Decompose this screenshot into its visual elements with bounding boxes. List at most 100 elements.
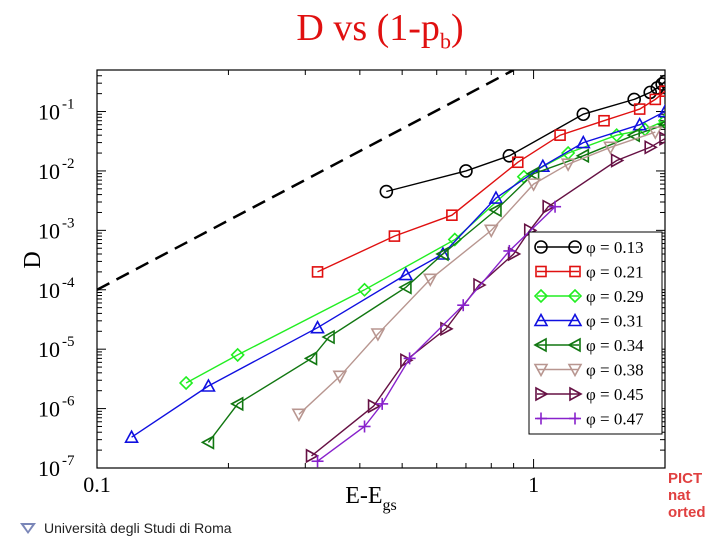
data-point	[567, 288, 583, 304]
y-axis-label: D	[20, 251, 46, 268]
data-point	[321, 329, 335, 345]
data-point	[398, 266, 414, 281]
data-point	[658, 74, 665, 89]
series-5	[291, 126, 663, 423]
series-line	[311, 137, 665, 457]
y-tick-exponent: -3	[62, 215, 75, 231]
data-point	[644, 139, 658, 155]
footer-institution: Università degli Studi di Roma	[44, 520, 232, 536]
side-note-line: orted	[668, 504, 706, 521]
y-tick-exponent: -1	[62, 97, 75, 113]
y-tick-label: 10	[38, 218, 60, 243]
data-point	[503, 244, 516, 257]
legend-label: φ = 0.21	[586, 263, 644, 282]
data-point	[535, 158, 551, 173]
title-subscript: b	[439, 28, 451, 54]
legend-item: φ = 0.21	[535, 263, 644, 282]
y-tick-label: 10	[38, 278, 60, 303]
y-tick-label: 10	[38, 456, 60, 481]
data-point	[533, 288, 549, 304]
data-point	[488, 190, 504, 204]
legend-label: φ = 0.47	[586, 410, 644, 429]
data-point	[388, 230, 401, 242]
data-point	[575, 134, 591, 149]
series-0	[379, 74, 665, 199]
data-point	[659, 85, 665, 97]
data-point	[473, 277, 487, 293]
data-point	[310, 320, 325, 334]
data-point	[659, 131, 665, 146]
data-point	[311, 455, 324, 468]
legend-item: φ = 0.45	[535, 385, 644, 404]
data-point	[657, 103, 665, 118]
data-point	[576, 107, 591, 122]
data-layer	[97, 70, 665, 468]
legend-box	[528, 231, 663, 435]
plot-frame	[96, 69, 666, 469]
side-note: PICT nat orted	[668, 470, 720, 521]
data-point	[567, 312, 583, 327]
data-point	[488, 202, 502, 218]
y-tick-exponent: -6	[62, 394, 75, 410]
data-point	[502, 148, 517, 163]
y-tick-label: 10	[38, 100, 60, 125]
x-tick-label: 1	[528, 472, 539, 497]
data-point	[435, 246, 451, 260]
data-point	[483, 224, 499, 239]
data-point	[357, 282, 372, 297]
data-point	[124, 429, 139, 443]
data-point	[534, 240, 548, 254]
legend-label: φ = 0.38	[586, 361, 644, 380]
data-point	[311, 266, 324, 278]
reference-line	[97, 70, 515, 291]
data-point	[535, 412, 547, 425]
legend-label: φ = 0.29	[586, 287, 644, 306]
y-tick-label: 10	[38, 397, 60, 422]
data-point	[647, 126, 663, 140]
legend: φ = 0.13 φ = 0.21 φ = 0.29 φ = 0.31 φ = 0.34…	[528, 231, 663, 435]
y-tick-label: 10	[38, 159, 60, 184]
data-point	[542, 199, 556, 215]
data-point	[511, 156, 524, 169]
legend-item: φ = 0.29	[533, 287, 644, 306]
legend-item: φ = 0.38	[533, 361, 644, 380]
side-note-line: PICT	[668, 470, 703, 487]
data-point	[560, 158, 576, 172]
data-point	[610, 153, 625, 168]
data-point	[370, 328, 386, 342]
data-point	[403, 352, 416, 365]
data-point	[657, 120, 665, 129]
data-point	[457, 299, 470, 312]
x-axis-label-subscript: gs	[383, 497, 397, 514]
title-main: D vs (1-p	[296, 7, 440, 49]
data-point	[332, 370, 348, 384]
data-point	[230, 396, 244, 412]
data-point	[200, 435, 215, 450]
data-point	[525, 166, 540, 182]
data-point	[655, 77, 665, 91]
data-point	[533, 337, 547, 353]
data-point	[649, 93, 662, 106]
data-point	[569, 265, 581, 278]
data-point	[626, 127, 640, 143]
data-point	[367, 398, 382, 414]
legend-item: φ = 0.34	[533, 336, 644, 355]
data-point	[567, 337, 581, 353]
side-note-line: nat	[668, 487, 691, 504]
legend-label: φ = 0.45	[586, 385, 644, 404]
data-point	[549, 200, 562, 213]
data-point	[554, 129, 566, 141]
x-tick-label: 0.1	[83, 472, 111, 497]
y-tick-exponent: -7	[62, 453, 75, 469]
data-point	[535, 386, 549, 402]
plot-area	[96, 69, 666, 469]
legend-item: φ = 0.31	[533, 312, 644, 331]
data-point	[440, 321, 454, 337]
data-point	[569, 386, 583, 402]
series-7	[311, 200, 562, 468]
legend-label: φ = 0.34	[586, 336, 644, 355]
y-tick-exponent: -5	[62, 334, 75, 350]
y-tick-label: 10	[38, 337, 60, 362]
